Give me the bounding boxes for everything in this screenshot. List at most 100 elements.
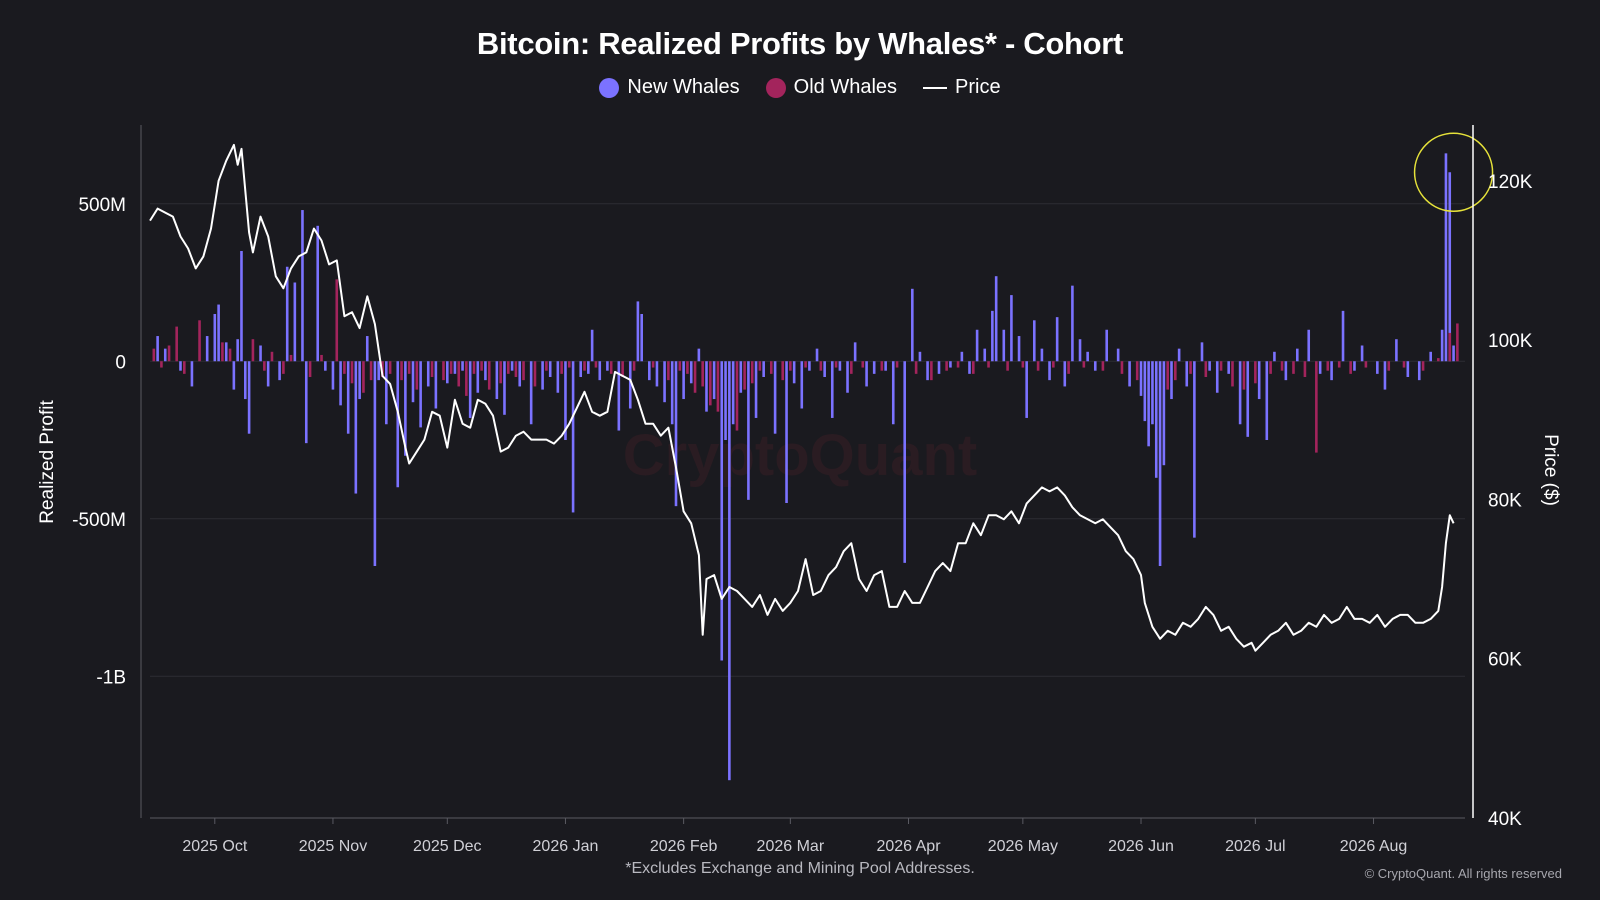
new-whales-bar [1448, 172, 1452, 362]
new-whales-bar [1395, 339, 1398, 362]
new-whales-bar [1246, 361, 1250, 437]
new-whales-bar [579, 361, 583, 377]
old-whales-bar [472, 361, 476, 374]
old-whales-bar [522, 361, 525, 381]
x-tick-label: 2026 Jul [1225, 838, 1286, 855]
new-whales-bar [571, 361, 575, 513]
x-tick-label: 2025 Oct [182, 838, 247, 855]
y-right-tick-label: 60K [1488, 650, 1522, 671]
old-whales-bar [335, 279, 339, 362]
old-whales-bar [1189, 361, 1192, 374]
old-whales-bar [750, 361, 754, 384]
new-whales-bar [1151, 361, 1154, 425]
new-whales-bar [587, 361, 590, 374]
new-whales-bar [190, 361, 194, 387]
new-whales-bar [1444, 153, 1448, 362]
new-whales-bar [1440, 329, 1444, 362]
old-whales-swatch [765, 77, 786, 98]
new-whales-bar [903, 361, 906, 563]
new-whales-bar [304, 361, 308, 444]
new-whales-bar [1429, 351, 1432, 362]
old-whales-bar [282, 361, 285, 374]
old-whales-bar [499, 361, 502, 384]
new-whales-bar [720, 361, 724, 661]
new-whales-bar [1238, 361, 1242, 425]
new-whales-bar [1208, 361, 1211, 371]
old-whales-bar [369, 361, 373, 381]
old-whales-bar [1204, 361, 1208, 377]
new-whales-bar [838, 361, 842, 371]
y-left-tick-label: -500M [72, 510, 126, 531]
new-whales-bar [354, 361, 358, 494]
new-whales-bar [705, 361, 708, 412]
new-whales-bar [1055, 317, 1059, 362]
old-whales-bar [251, 339, 255, 362]
new-whales-bar [293, 282, 297, 362]
new-whales-bar [1341, 310, 1345, 362]
x-tick-label: 2026 Jun [1108, 838, 1174, 855]
new-whales-bar [1284, 361, 1288, 381]
y-left-tick-label: 0 [115, 352, 126, 373]
old-whales-bar [1337, 361, 1341, 368]
old-whales-bar [1219, 361, 1223, 371]
old-whales-bar [1082, 361, 1086, 368]
old-whales-bar [480, 361, 483, 371]
old-whales-bar [1036, 361, 1040, 371]
old-whales-bar [449, 361, 453, 374]
new-whales-bar [1353, 361, 1356, 371]
new-whales-bar [728, 361, 731, 781]
old-whales-bar [1280, 361, 1284, 371]
new-whales-bar [518, 361, 522, 387]
old-whales-bar [442, 361, 445, 381]
legend-item-price[interactable]: Price [923, 76, 1001, 99]
new-whales-bar [259, 345, 262, 362]
new-whales-bar [1417, 361, 1421, 381]
new-whales-bar [358, 361, 361, 400]
old-whales-bar [533, 361, 537, 387]
new-whales-bar [1200, 342, 1204, 362]
new-whales-bar [640, 314, 643, 362]
x-tick-label: 2026 Apr [876, 838, 941, 855]
new-whales-bar [937, 361, 941, 374]
old-whales-bar [880, 361, 884, 371]
legend-item-new-whales[interactable]: New Whales [599, 76, 740, 99]
old-whales-bar [415, 361, 419, 390]
old-whales-bar [709, 361, 712, 406]
y-right-tick-label: 120K [1488, 172, 1533, 193]
old-whales-bar [716, 361, 720, 412]
old-whales-bar [861, 361, 865, 368]
legend-label-price: Price [955, 76, 1001, 98]
old-whales-bar [693, 361, 697, 393]
old-whales-bar [834, 361, 838, 368]
new-whales-bar [247, 361, 251, 434]
new-whales-bar [1071, 285, 1074, 362]
old-whales-bar [1292, 361, 1295, 374]
new-whales-bar [1170, 361, 1173, 400]
old-whales-bar [175, 326, 178, 362]
old-whales-bar [651, 361, 655, 368]
legend-item-old-whales[interactable]: Old Whales [765, 76, 897, 99]
old-whales-bar [152, 348, 156, 362]
new-whales-bar [747, 361, 750, 500]
y-left-tick-label: -1B [96, 667, 126, 688]
x-tick-label: 2026 May [988, 838, 1058, 855]
new-whales-swatch [599, 77, 620, 98]
old-whales-bar [972, 361, 975, 374]
new-whales-bar [446, 361, 449, 384]
new-whales-bar [1078, 339, 1082, 362]
new-whales-bar [1158, 361, 1162, 566]
new-whales-bar [426, 361, 430, 387]
old-whales-bar [804, 361, 807, 368]
old-whales-bar [789, 361, 792, 371]
new-whales-bar [590, 329, 594, 362]
new-whales-bar [503, 361, 506, 415]
new-whales-bar [1273, 351, 1276, 362]
highlight-circle [1413, 132, 1494, 212]
legend-label-new-whales: New Whales [627, 76, 740, 98]
new-whales-bar [1116, 348, 1120, 362]
new-whales-bar [461, 361, 464, 371]
new-whales-bar [205, 336, 209, 362]
old-whales-bar [183, 361, 186, 374]
y-right-tick-label: 100K [1488, 331, 1533, 352]
new-whales-bar [1040, 348, 1044, 362]
